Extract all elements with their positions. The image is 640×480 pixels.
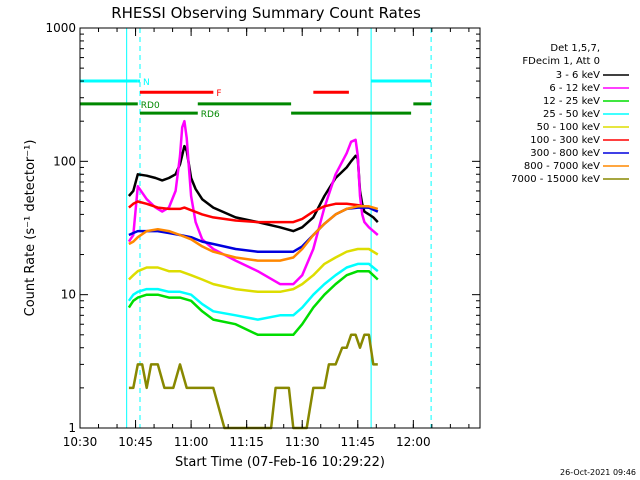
x-tick-label: 11:15 [229, 435, 264, 449]
y-axis-label: Count Rate (s⁻¹ detector⁻¹) [23, 140, 38, 317]
legend-header: FDecim 1, Att 0 [522, 56, 600, 67]
legend-label: 800 - 7000 keV [524, 161, 600, 172]
legend-label: 7000 - 15000 keV [511, 174, 600, 185]
observing-bar-label: N [143, 78, 150, 88]
y-tick-label: 1000 [45, 21, 76, 35]
observing-bar-label: RD0 [141, 101, 160, 111]
observing-bar-label: RD6 [201, 110, 220, 120]
legend-label: 6 - 12 keV [549, 83, 600, 94]
timestamp: 26-Oct-2021 09:46 [560, 468, 636, 477]
legend-label: 50 - 100 keV [537, 122, 601, 133]
x-tick-label: 10:45 [118, 435, 153, 449]
series-line-3 [127, 269, 379, 337]
x-tick-label: 10:30 [63, 435, 98, 449]
plot-frame [79, 27, 481, 429]
y-tick-label: 100 [53, 154, 76, 168]
legend-label: 25 - 50 keV [543, 109, 600, 120]
series-line-6 [128, 200, 379, 224]
x-tick-label: 11:30 [285, 435, 320, 449]
series-line-4 [127, 262, 379, 321]
legend-label: 3 - 6 keV [556, 70, 600, 81]
observing-bar-label: F [216, 89, 221, 99]
y-tick-label: 1 [68, 421, 76, 435]
x-axis: 10:30 10:45 11:00 11:15 11:30 11:45 12:00 [63, 28, 470, 449]
series-line-5 [128, 247, 379, 294]
x-tick-label: 12:00 [396, 435, 431, 449]
legend: Det 1,5,7, FDecim 1, Att 0 3 - 6 keV 6 - 12… [511, 43, 629, 185]
series-line-8 [128, 205, 379, 262]
legend-label: 12 - 25 keV [543, 96, 600, 107]
legend-header: Det 1,5,7, [550, 43, 600, 54]
y-tick-label: 10 [61, 288, 76, 302]
x-tick-label: 11:45 [340, 435, 375, 449]
chart-title: RHESSI Observing Summary Count Rates [111, 4, 421, 22]
x-axis-label: Start Time (07-Feb-16 10:29:22) [175, 455, 385, 470]
legend-label: 100 - 300 keV [530, 135, 600, 146]
y-axis: 1 10 100 1000 [45, 21, 480, 435]
legend-label: 300 - 800 keV [530, 148, 600, 159]
x-tick-label: 11:00 [174, 435, 209, 449]
